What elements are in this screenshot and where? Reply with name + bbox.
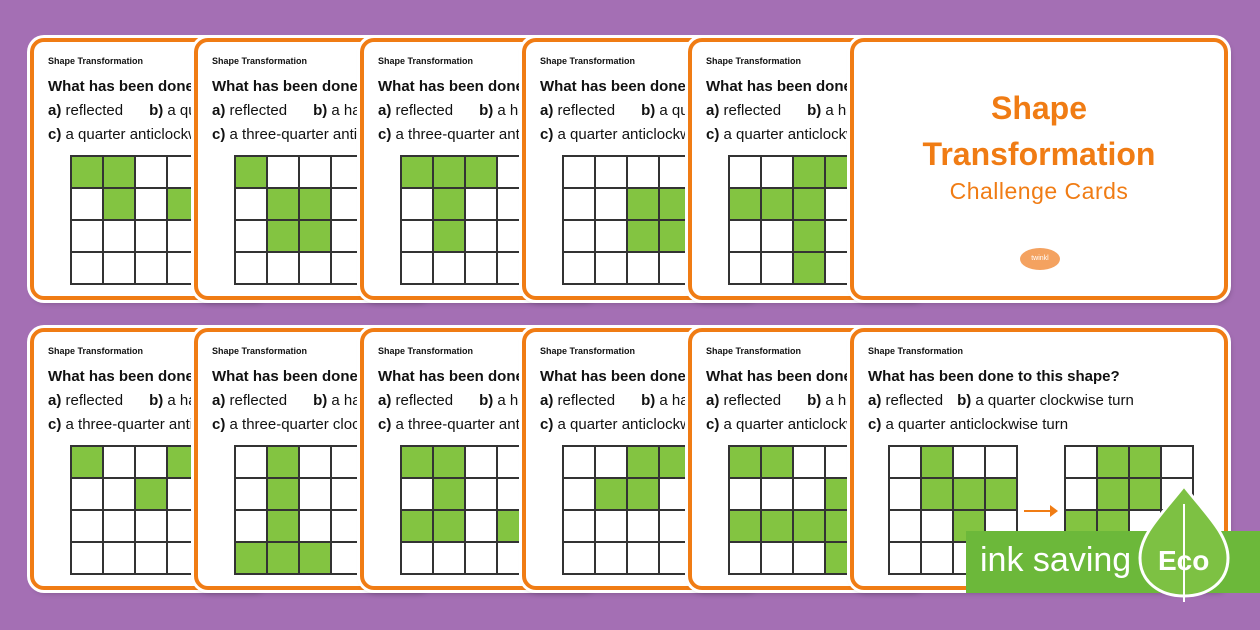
shape-grid <box>562 445 692 575</box>
shape-grid <box>728 155 858 285</box>
shape-grid <box>400 445 530 575</box>
card-kicker: Shape Transformation <box>706 56 802 66</box>
option-c-line: c) a quarter anticlockwise turn <box>868 416 1069 433</box>
shape-grid <box>234 155 364 285</box>
shape-grid <box>234 445 364 575</box>
shape-grid <box>70 155 200 285</box>
shape-grid <box>728 445 858 575</box>
card-kicker: Shape Transformation <box>540 56 636 66</box>
title-subtitle: Challenge Cards <box>949 178 1129 204</box>
eco-label: Eco <box>1158 545 1210 576</box>
card-kicker: Shape Transformation <box>868 346 964 356</box>
shape-grid <box>70 445 200 575</box>
shape-grid <box>400 155 530 285</box>
title-line-1: Shape <box>990 90 1088 126</box>
challenge-card-7: Shape Transformation What has been done … <box>194 328 430 590</box>
eco-leaf-icon <box>1138 484 1230 602</box>
title-card: Shape Transformation Challenge Cards twi… <box>850 38 1228 300</box>
card-kicker: Shape Transformation <box>706 346 802 356</box>
card-kicker: Shape Transformation <box>212 56 308 66</box>
twinkl-logo: twinkl <box>1020 248 1060 270</box>
card-kicker: Shape Transformation <box>540 346 636 356</box>
card-question: What has been done to this shape? <box>868 368 1120 385</box>
title-line-2: Transformation <box>922 136 1156 172</box>
ink-saving-text: ink saving <box>980 541 1132 579</box>
card-kicker: Shape Transformation <box>48 56 144 66</box>
arrow-right-icon <box>1024 505 1058 517</box>
card-kicker: Shape Transformation <box>48 346 144 356</box>
card-kicker: Shape Transformation <box>378 56 474 66</box>
challenge-card-4: Shape Transformation What has been done … <box>522 38 758 300</box>
card-kicker: Shape Transformation <box>212 346 308 356</box>
card-kicker: Shape Transformation <box>378 346 474 356</box>
shape-grid <box>562 155 692 285</box>
